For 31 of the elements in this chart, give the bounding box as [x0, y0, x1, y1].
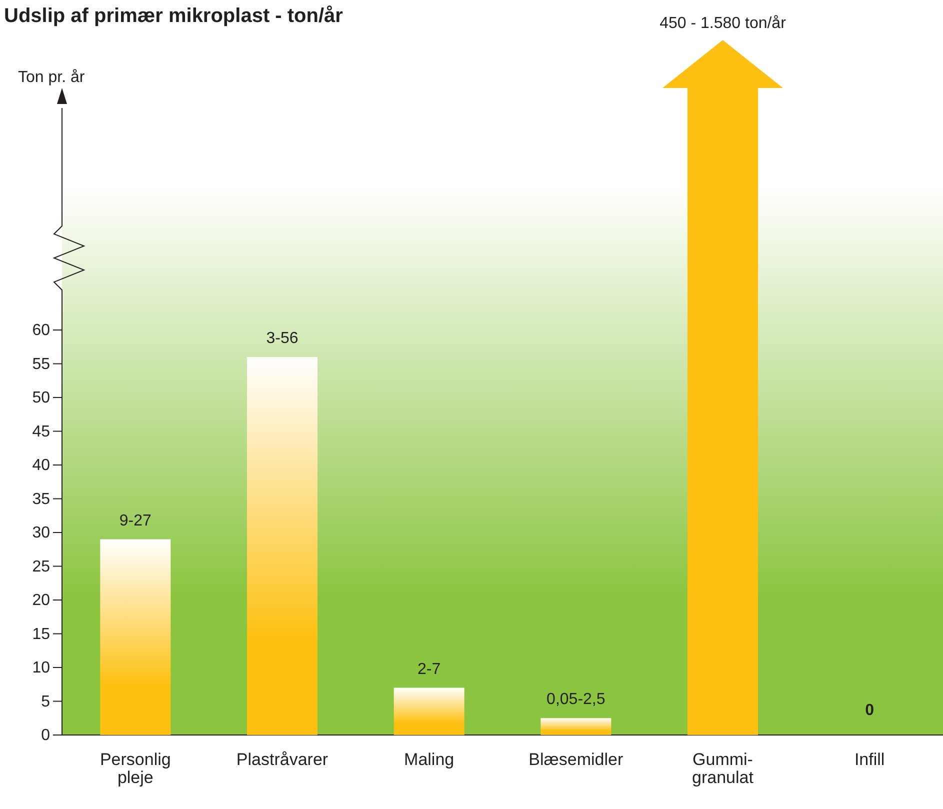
x-tick-label: Infill [854, 750, 885, 769]
data-label: 0,05-2,5 [546, 691, 606, 708]
x-tick-label: Maling [404, 750, 454, 769]
y-tick-label: 50 [32, 390, 50, 407]
data-label: 2-7 [418, 660, 441, 678]
data-label: 0 [865, 702, 874, 719]
y-tick-label: 55 [32, 356, 50, 373]
x-tick-label: Gummi-granulat [692, 750, 754, 787]
y-tick-label: 35 [32, 490, 50, 508]
data-label: 9-27 [119, 512, 152, 530]
y-tick-label: 40 [32, 457, 50, 474]
y-tick-label: 15 [32, 626, 50, 643]
y-tick-label: 30 [32, 524, 50, 542]
x-tick-label: Plastråvarer [236, 750, 328, 769]
y-tick-label: 0 [41, 727, 50, 744]
bar [540, 718, 612, 735]
y-tick-label: 25 [32, 558, 50, 576]
text: 450 - 1.580 ton/år [660, 15, 786, 32]
y-tick-label: 20 [32, 592, 50, 610]
y-tick-label: 45 [32, 423, 50, 440]
data-label: 3-56 [266, 330, 298, 347]
text: Ton pr. år [18, 69, 86, 86]
y-tick-label: 10 [32, 660, 50, 677]
bar [100, 539, 171, 735]
x-tick-label: Personlig pleje [100, 750, 171, 787]
x-tick-label: Blæsemidler [528, 750, 624, 769]
y-tick-label: 5 [41, 693, 50, 710]
bar [394, 688, 464, 735]
chart-title: Udslip af primær mikroplast - ton/år [4, 5, 344, 27]
y-tick-label: 60 [32, 322, 50, 340]
bar [247, 357, 318, 735]
